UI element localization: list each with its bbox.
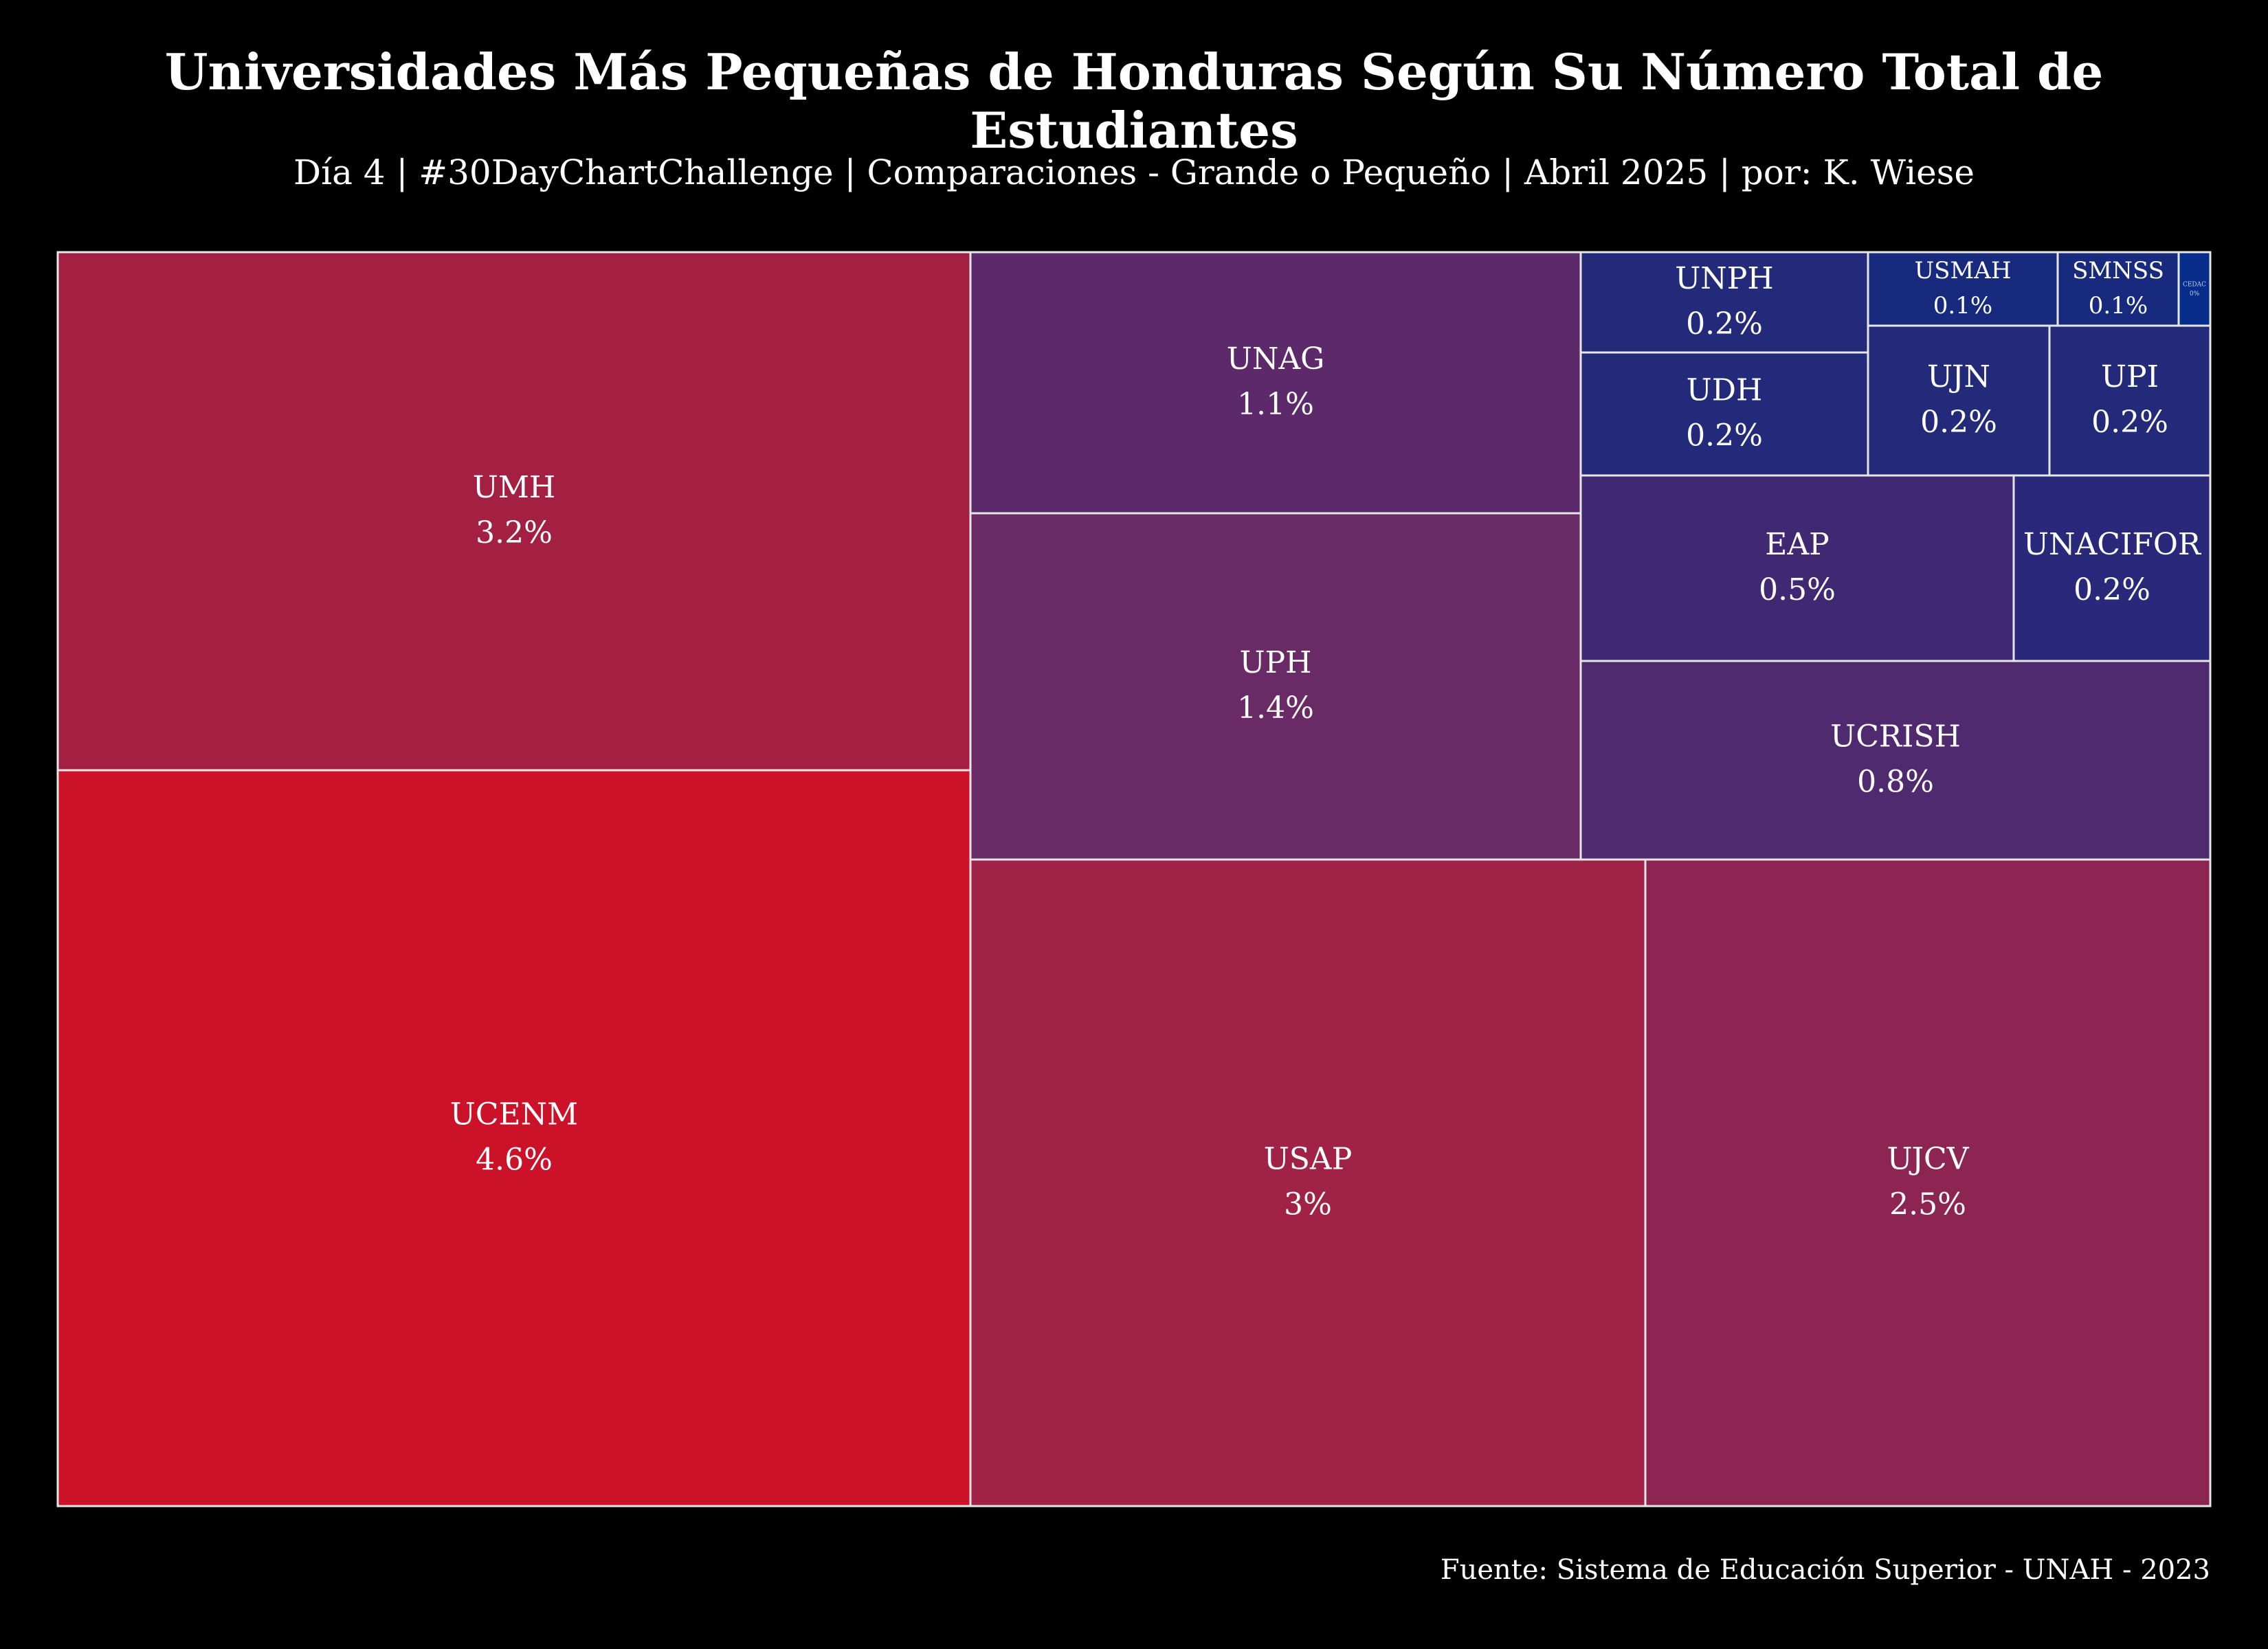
- tile-name-label: UPH: [1239, 645, 1311, 680]
- tile-rect: [969, 251, 1582, 515]
- tile-rect: [2177, 251, 2212, 327]
- tile-cedac: CEDAC 0%: [2177, 251, 2212, 327]
- tile-name-label: EAP: [1765, 527, 1830, 562]
- tile-value-label: 4.6%: [476, 1143, 553, 1178]
- tile-eap: EAP 0.5%: [1579, 474, 2015, 662]
- tile-name-label: UNAG: [1227, 341, 1325, 377]
- tile-rect: [2056, 251, 2180, 327]
- tile-smnss: SMNSS 0.1%: [2056, 251, 2180, 327]
- tile-usmah: USMAH 0.1%: [1867, 251, 2059, 327]
- tile-rect: [56, 251, 972, 772]
- tile-rect: [2048, 324, 2212, 477]
- tile-uph: UPH 1.4%: [969, 512, 1582, 861]
- tile-rect: [56, 769, 972, 1507]
- tile-name-label: CEDAC: [2183, 281, 2206, 288]
- tile-value-label: 0.2%: [1686, 306, 1763, 341]
- tile-rect: [1644, 858, 2212, 1507]
- tile-ucenm: UCENM 4.6%: [56, 769, 972, 1507]
- tile-value-label: 0.2%: [1920, 405, 1997, 440]
- tile-name-label: SMNSS: [2072, 257, 2164, 284]
- tile-name-label: UMH: [473, 470, 556, 505]
- chart-source: Fuente: Sistema de Educación Superior - …: [1440, 1554, 2210, 1586]
- tile-name-label: UNPH: [1675, 261, 1774, 296]
- tile-ujcv: UJCV 2.5%: [1644, 858, 2212, 1507]
- tile-umh: UMH 3.2%: [56, 251, 972, 772]
- tile-unag: UNAG 1.1%: [969, 251, 1582, 515]
- tile-rect: [1867, 251, 2059, 327]
- tile-value-label: 1.1%: [1237, 387, 1314, 422]
- tile-name-label: UNACIFOR: [2023, 527, 2202, 562]
- tile-rect: [1579, 474, 2015, 662]
- tile-name-label: UJN: [1927, 359, 1990, 394]
- tile-value-label: 0.1%: [1933, 292, 1992, 319]
- tile-value-label: 0.5%: [1759, 572, 1836, 607]
- tile-rect: [969, 858, 1647, 1507]
- tile-name-label: UCENM: [450, 1097, 578, 1132]
- tile-value-label: 0.8%: [1857, 765, 1934, 800]
- tile-name-label: USAP: [1264, 1142, 1353, 1177]
- tile-rect: [969, 512, 1582, 861]
- tile-name-label: UDH: [1687, 373, 1763, 408]
- tile-rect: [2012, 474, 2212, 662]
- tile-rect: [1867, 324, 2051, 477]
- tile-ucrish: UCRISH 0.8%: [1579, 660, 2212, 861]
- tile-name-label: USMAH: [1915, 257, 2012, 284]
- tile-value-label: 0.2%: [2074, 572, 2150, 607]
- chart-title: Universidades Más Pequeñas de Honduras S…: [164, 43, 2104, 159]
- tile-rect: [1579, 660, 2212, 861]
- tile-value-label: 0%: [2190, 291, 2200, 298]
- tile-value-label: 0.2%: [1686, 418, 1763, 453]
- tile-value-label: 3.2%: [476, 515, 553, 550]
- tile-value-label: 2.5%: [1889, 1187, 1966, 1222]
- tile-unacifor: UNACIFOR 0.2%: [2012, 474, 2212, 662]
- chart-subtitle: Día 4 | #30DayChartChallenge | Comparaci…: [293, 153, 1975, 192]
- tile-name-label: UCRISH: [1830, 719, 1961, 754]
- tile-upi: UPI 0.2%: [2048, 324, 2212, 477]
- tile-value-label: 0.1%: [2089, 292, 2148, 319]
- tile-ujn: UJN 0.2%: [1867, 324, 2051, 477]
- tile-udh: UDH 0.2%: [1579, 351, 1869, 477]
- tile-value-label: 3%: [1284, 1187, 1332, 1222]
- tile-value-label: 0.2%: [2091, 405, 2168, 440]
- tile-rect: [1579, 351, 1869, 477]
- tile-name-label: UPI: [2101, 359, 2159, 394]
- tile-unph: UNPH 0.2%: [1579, 251, 1869, 354]
- tile-name-label: UJCV: [1887, 1142, 1970, 1177]
- tile-usap: USAP 3%: [969, 858, 1647, 1507]
- tile-value-label: 1.4%: [1237, 691, 1314, 726]
